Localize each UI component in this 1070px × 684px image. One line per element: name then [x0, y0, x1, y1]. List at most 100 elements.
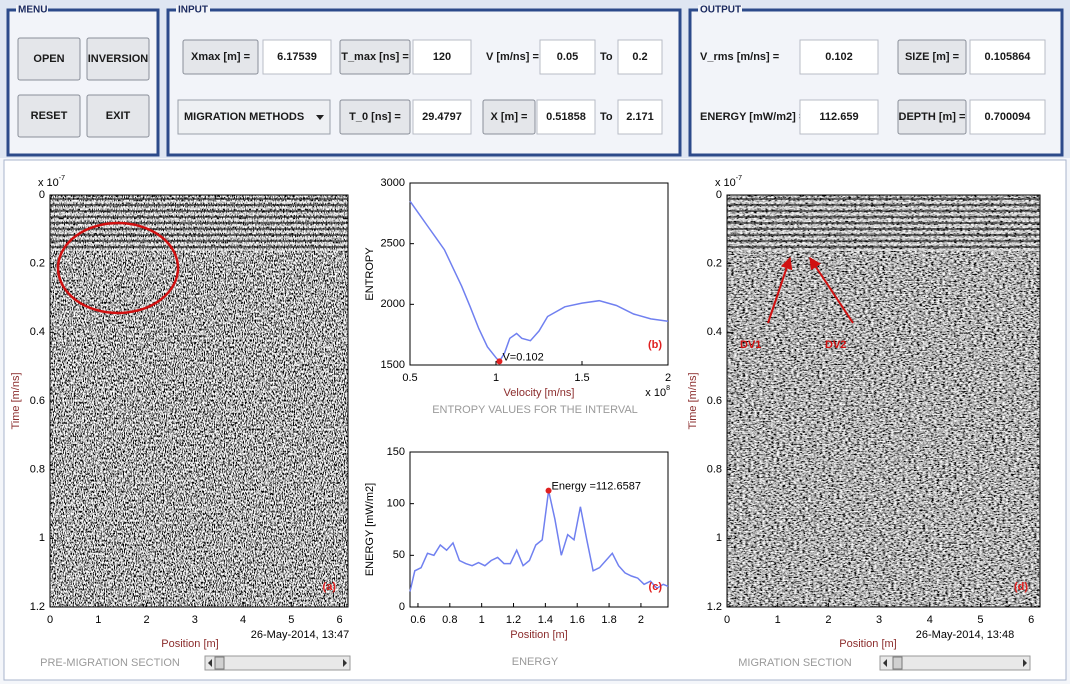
text-field[interactable] — [969, 99, 1046, 135]
x-tick-label: 0.5 — [402, 372, 417, 384]
dropdown-arrow — [316, 115, 324, 120]
field-label: To — [600, 51, 613, 63]
annotation-point — [545, 487, 552, 494]
field-value: 0.2 — [632, 51, 647, 63]
button[interactable] — [86, 37, 150, 81]
y-tick-label: 0 — [39, 189, 45, 201]
x-tick-label: 0 — [47, 614, 53, 626]
x-axis-label: Position [m] — [510, 629, 567, 641]
scrollbar[interactable] — [204, 655, 351, 671]
scroll-thumb[interactable] — [214, 656, 225, 670]
text-field[interactable] — [799, 39, 879, 75]
button[interactable] — [339, 99, 411, 135]
button-label: X [m] = — [491, 111, 528, 123]
noise-texture — [50, 195, 348, 607]
x-tick-label: 1 — [95, 614, 101, 626]
y-tick-label: 0.4 — [707, 326, 722, 338]
field-label: V [m/ns] = — [486, 51, 539, 63]
field-value: 0.700094 — [985, 111, 1032, 123]
button[interactable] — [339, 39, 411, 75]
text-field[interactable] — [262, 39, 332, 75]
y-tick-label: 1500 — [381, 359, 405, 371]
annotation-label: Energy =112.6587 — [552, 480, 641, 492]
text-field[interactable] — [799, 99, 879, 135]
dropdown-label: MIGRATION METHODS — [184, 111, 304, 123]
multiplier-base: x 10 — [38, 177, 59, 189]
chart-title: ENTROPY VALUES FOR THE INTERVAL — [432, 404, 638, 416]
button-label: RESET — [31, 110, 68, 122]
chart-title: ENERGY — [512, 656, 559, 668]
x-axis-label: Position [m] — [161, 638, 218, 650]
button-label: SIZE [m] = — [905, 51, 959, 63]
x-tick-label: 1.2 — [506, 614, 521, 626]
y-axis-label: Time [m/ns] — [687, 372, 699, 429]
x-tick-label: 6 — [336, 614, 342, 626]
y-tick-label: 0.6 — [30, 395, 45, 407]
scrollbar[interactable] — [879, 655, 1031, 671]
marker-arrow — [767, 256, 793, 324]
scroll-right — [343, 659, 347, 667]
text-field[interactable] — [617, 39, 663, 75]
button[interactable] — [86, 94, 150, 138]
x-tick-label: 1 — [479, 614, 485, 626]
button[interactable] — [482, 99, 536, 135]
button[interactable] — [897, 99, 967, 135]
x-tick-label: 1.8 — [601, 614, 616, 626]
x-axis-label: Position [m] — [839, 638, 896, 650]
button-label: OPEN — [33, 53, 64, 65]
data-line — [409, 490, 669, 592]
scroll-left — [883, 659, 887, 667]
multiplier-exponent: 8 — [666, 385, 670, 392]
button[interactable] — [182, 39, 259, 75]
y-tick-label: 1 — [716, 532, 722, 544]
dropdown[interactable] — [177, 99, 331, 135]
field-value: 0.102 — [825, 51, 853, 63]
y-tick-label: 0 — [716, 189, 722, 201]
x-axis-label: Velocity [m/ns] — [504, 387, 575, 399]
text-field[interactable] — [969, 39, 1046, 75]
text-field[interactable] — [539, 39, 596, 75]
noise-texture — [727, 195, 1040, 607]
panel-label: (c) — [649, 581, 663, 593]
radargram-image — [727, 195, 1040, 607]
y-axis-label: ENTROPY — [364, 247, 376, 301]
button[interactable] — [897, 39, 967, 75]
field-value: 120 — [433, 51, 451, 63]
y-axis-label: Time [m/ns] — [10, 372, 22, 429]
text-field[interactable] — [617, 99, 663, 135]
text-field[interactable] — [412, 99, 472, 135]
button[interactable] — [17, 94, 81, 138]
field-value: 0.51858 — [546, 111, 586, 123]
x-tick-label: 0 — [724, 614, 730, 626]
button-label: DEPTH [m] = — [899, 111, 966, 123]
highlight-circle — [56, 221, 180, 315]
y-tick-label: 0.2 — [707, 258, 722, 270]
panel-label: (b) — [648, 339, 662, 351]
y-tick-label: 150 — [387, 446, 405, 458]
scroll-thumb[interactable] — [892, 656, 903, 670]
button-label: EXIT — [106, 110, 131, 122]
timestamp: 26-May-2014, 13:48 — [916, 629, 1014, 641]
x-tick-label: 1 — [493, 372, 499, 384]
multiplier-exponent: -7 — [59, 175, 65, 182]
annotation-label: V=0.102 — [502, 351, 543, 363]
panel-title: INPUT — [178, 5, 208, 16]
controls: MENU INPUT OUTPUT OPEN INVERSION RESET EXIT… — [6, 5, 1064, 157]
button-label: T_0 [ns] = — [349, 111, 401, 123]
panel-title: MENU — [18, 5, 47, 16]
title-backdrop — [176, 5, 210, 15]
text-field[interactable] — [412, 39, 472, 75]
x-tick-label: 0.6 — [410, 614, 425, 626]
text-field[interactable] — [536, 99, 596, 135]
y-tick-label: 50 — [393, 549, 405, 561]
field-label: To — [600, 111, 613, 123]
field-value: 112.659 — [819, 111, 858, 123]
y-tick-label: 2000 — [381, 298, 405, 310]
axes-frame — [49, 194, 349, 608]
section-title: PRE-MIGRATION SECTION — [40, 657, 180, 669]
x-tick-label: 3 — [876, 614, 882, 626]
field-value: 0.105864 — [985, 51, 1032, 63]
section-title: MIGRATION SECTION — [738, 657, 852, 669]
button[interactable] — [17, 37, 81, 81]
